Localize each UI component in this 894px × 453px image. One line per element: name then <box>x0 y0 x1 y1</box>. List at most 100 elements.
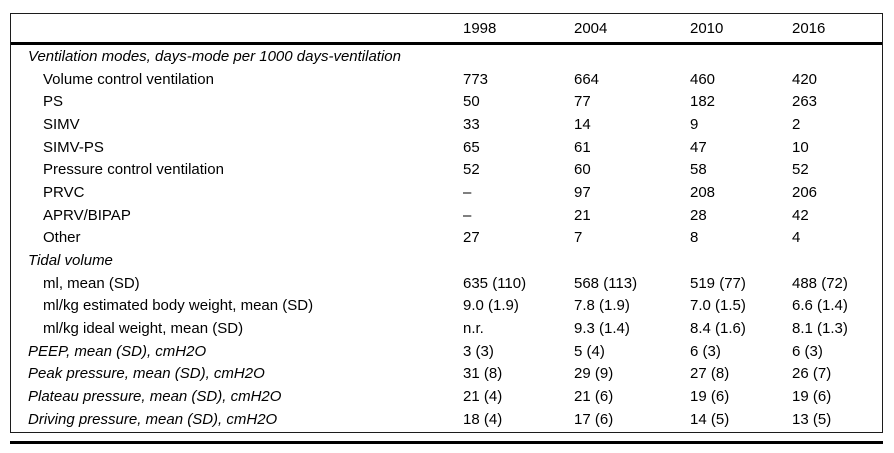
col-header-year: 2010 <box>690 14 792 45</box>
cell-value: 21 (6) <box>574 388 614 406</box>
cell-value: 8.1 (1.3) <box>792 320 848 338</box>
cell-value <box>690 44 792 68</box>
cell-value: 19 (6) <box>690 388 730 406</box>
table-row: PS 50 77 182 263 <box>11 90 882 113</box>
header-row: 1998 2004 2010 2016 <box>11 14 882 45</box>
cell-value: 4 <box>792 229 801 247</box>
row-label: Driving pressure, mean (SD), cmH2O <box>28 410 278 428</box>
cell-value: 9.3 (1.4) <box>574 320 630 338</box>
cell-value: 77 <box>574 93 591 111</box>
cell-value: 182 <box>690 93 716 111</box>
cell-value: 773 <box>463 70 489 88</box>
table-row: SIMV 33 14 9 2 <box>11 113 882 136</box>
cell-value: 3 (3) <box>463 342 494 360</box>
cell-value: 18 (4) <box>463 410 503 428</box>
cell-value: 58 <box>690 161 707 179</box>
table-row: ml, mean (SD) 635 (110) 568 (113) 519 (77) 4… <box>11 272 882 295</box>
row-label: PS <box>43 93 64 111</box>
cell-value: 27 (8) <box>690 365 730 383</box>
table-row: Volume control ventilation 773 664 460 420 <box>11 68 882 91</box>
row-label: ml/kg ideal weight, mean (SD) <box>43 320 244 338</box>
cell-value: 2 <box>792 115 801 133</box>
cell-value: 568 (113) <box>574 274 638 292</box>
cell-value: 8 <box>690 229 699 247</box>
row-label: ml/kg estimated body weight, mean (SD) <box>43 297 314 315</box>
cell-value: – <box>463 206 472 224</box>
table-row: Ventilation modes, days-mode per 1000 da… <box>11 44 882 68</box>
table-row: Driving pressure, mean (SD), cmH2O 18 (4)… <box>11 408 882 431</box>
row-label: Plateau pressure, mean (SD), cmH2O <box>28 388 282 406</box>
col-header-year: 2004 <box>574 14 690 45</box>
cell-value: 52 <box>792 161 809 179</box>
row-label: Pressure control ventilation <box>43 161 224 179</box>
cell-value: 60 <box>574 161 591 179</box>
cell-value: 97 <box>574 183 591 201</box>
cell-value: 488 (72) <box>792 274 848 292</box>
cell-value: 9.0 (1.9) <box>463 297 519 315</box>
row-label: PEEP, mean (SD), cmH2O <box>28 342 207 360</box>
cell-value <box>574 44 690 68</box>
table-row: Pressure control ventilation 52 60 58 52 <box>11 158 882 181</box>
cell-value: 6 (3) <box>792 342 823 360</box>
cell-value: 42 <box>792 206 809 224</box>
cell-value: 29 (9) <box>574 365 614 383</box>
row-label: Ventilation modes, days-mode per 1000 da… <box>28 47 401 65</box>
cell-value: 6 (3) <box>690 342 721 360</box>
cell-value: 8.4 (1.6) <box>690 320 746 338</box>
row-label: Other <box>43 229 81 247</box>
cell-value: 19 (6) <box>792 388 832 406</box>
cell-value: 7.8 (1.9) <box>574 297 630 315</box>
table-row: Tidal volume <box>11 249 882 272</box>
cell-value: – <box>463 183 472 201</box>
cell-value: 14 (5) <box>690 410 730 428</box>
cell-value <box>574 249 690 272</box>
cell-value: 52 <box>463 161 480 179</box>
cell-value: 27 <box>463 229 480 247</box>
cell-value: 50 <box>463 93 480 111</box>
cell-value: 519 (77) <box>690 274 746 292</box>
table-row: ml/kg ideal weight, mean (SD) n.r. 9.3 (1.… <box>11 317 882 340</box>
cell-value: 5 (4) <box>574 342 605 360</box>
table-row: PEEP, mean (SD), cmH2O 3 (3) 5 (4) 6 (3) 6 (… <box>11 340 882 363</box>
cell-value: 21 (4) <box>463 388 503 406</box>
col-header-year: 1998 <box>463 14 574 45</box>
cell-value: 17 (6) <box>574 410 614 428</box>
cell-value: 263 <box>792 93 818 111</box>
cell-value: 47 <box>690 138 707 156</box>
cell-value: 31 (8) <box>463 365 503 383</box>
cell-value: 635 (110) <box>463 274 527 292</box>
row-label: Peak pressure, mean (SD), cmH2O <box>28 365 265 383</box>
cell-value: 26 (7) <box>792 365 832 383</box>
row-label: SIMV <box>43 115 80 133</box>
cell-value: 7 <box>574 229 583 247</box>
table-row: SIMV-PS 65 61 47 10 <box>11 136 882 159</box>
cell-value <box>792 249 882 272</box>
cell-value <box>690 249 792 272</box>
table-bottom-rule <box>10 441 883 444</box>
col-header-year: 2016 <box>792 14 882 45</box>
row-label: ml, mean (SD) <box>43 274 140 292</box>
ventilation-table-frame: 1998 2004 2010 2016 Ventilation modes, days… <box>10 13 883 433</box>
cell-value: 7.0 (1.5) <box>690 297 746 315</box>
row-label: SIMV-PS <box>43 138 104 156</box>
table-row: PRVC – 97 208 206 <box>11 181 882 204</box>
cell-value <box>463 249 574 272</box>
cell-value: 460 <box>690 70 716 88</box>
cell-value: 61 <box>574 138 591 156</box>
table-row: Other 27 7 8 4 <box>11 227 882 250</box>
cell-value: 65 <box>463 138 480 156</box>
table-row: Plateau pressure, mean (SD), cmH2O 21 (4)… <box>11 385 882 408</box>
cell-value: 208 <box>690 183 716 201</box>
cell-value: 420 <box>792 70 818 88</box>
cell-value: 13 (5) <box>792 410 832 428</box>
cell-value: 33 <box>463 115 480 133</box>
cell-value: 9 <box>690 115 699 133</box>
cell-value: 14 <box>574 115 591 133</box>
cell-value <box>463 44 574 68</box>
row-label: APRV/BIPAP <box>43 206 131 224</box>
table-row: APRV/BIPAP – 21 28 42 <box>11 204 882 227</box>
cell-value: 21 <box>574 206 591 224</box>
row-label: PRVC <box>43 183 85 201</box>
table-row: ml/kg estimated body weight, mean (SD) 9.… <box>11 295 882 318</box>
table-body: Ventilation modes, days-mode per 1000 da… <box>11 44 882 431</box>
